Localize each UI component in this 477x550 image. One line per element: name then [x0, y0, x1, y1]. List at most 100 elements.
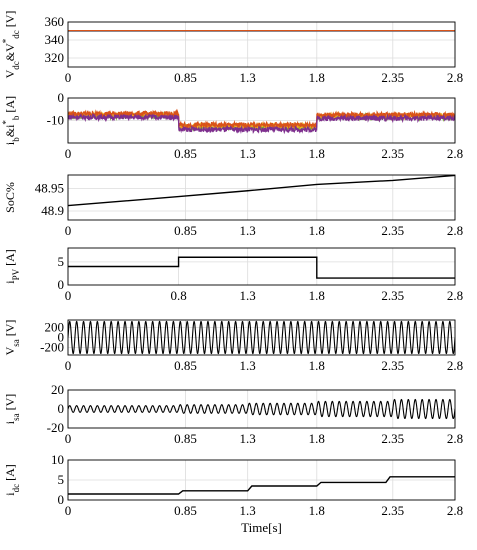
y-label-unit: [A] — [3, 464, 17, 484]
y-label-sup: * — [1, 38, 11, 43]
series-line-0 — [68, 476, 455, 495]
series-group — [68, 398, 455, 420]
series-group — [68, 175, 455, 207]
x-tick-label: 0.85 — [174, 70, 197, 85]
y-label-unit: [A] — [3, 96, 17, 116]
x-tick-label: 0 — [65, 288, 72, 303]
series-line-0 — [68, 256, 455, 279]
x-tick-label: 1.3 — [240, 358, 256, 373]
x-tick-label: 0.85 — [174, 223, 197, 238]
x-tick-label: 1.8 — [309, 431, 325, 446]
x-tick-label: 0 — [65, 223, 72, 238]
y-tick-label: 320 — [45, 50, 65, 65]
y-label-unit: [V] — [3, 394, 17, 414]
x-tick-label: 2.8 — [447, 503, 463, 518]
x-tick-label: 0.8 — [170, 288, 186, 303]
x-tick-label: 0 — [65, 70, 72, 85]
y-axis-label: Vsa [V] — [3, 320, 21, 356]
x-tick-label: 0.85 — [174, 503, 197, 518]
x-tick-label: 0.85 — [174, 431, 197, 446]
x-tick-label: 1.3 — [240, 146, 256, 161]
series-line-0 — [68, 320, 455, 355]
y-label-main: V — [3, 346, 17, 355]
x-tick-label: 2.35 — [381, 288, 404, 303]
y-label-mid: &V — [3, 43, 17, 61]
x-tick-label: 2.8 — [447, 70, 463, 85]
y-label-sub: dc — [11, 484, 21, 493]
x-tick-label: 1.8 — [309, 358, 325, 373]
series-line-0 — [68, 175, 455, 207]
series-line-3 — [68, 112, 455, 135]
x-tick-label: 1.8 — [309, 70, 325, 85]
y-tick-label: 5 — [58, 254, 65, 269]
x-tick-label: 1.3 — [240, 288, 256, 303]
y-label-sub: sa — [11, 339, 21, 347]
x-tick-label: 2.8 — [447, 223, 463, 238]
y-tick-label: 0 — [58, 277, 65, 292]
y-label-sub: b — [11, 137, 21, 142]
plot-frame — [67, 97, 456, 144]
series-group — [68, 108, 455, 135]
x-tick-label: 1.8 — [309, 223, 325, 238]
x-tick-label: 1.3 — [240, 431, 256, 446]
x-tick-label: 2.35 — [381, 146, 404, 161]
y-tick-label: 360 — [45, 14, 65, 29]
chart-panel-6: 0 0.85 1.3 1.8 2.35 2.8 0 5 10 idc [A] Time[s] — [3, 452, 463, 535]
y-label-main: i — [3, 141, 17, 145]
x-tick-label: 2.35 — [381, 431, 404, 446]
y-tick-label: 10 — [51, 452, 64, 467]
plot-frame — [67, 174, 456, 221]
y-tick-label: 20 — [51, 382, 64, 397]
x-tick-label: 2.8 — [447, 431, 463, 446]
chart-panel-2: 0 0.85 1.3 1.8 2.35 2.8 48.9 48.95 SoC% — [3, 174, 463, 238]
y-tick-label: 48.9 — [41, 203, 64, 218]
series-group — [68, 320, 455, 355]
y-tick-label: 340 — [45, 32, 65, 47]
y-tick-label: 5 — [58, 472, 65, 487]
y-axis-label: idc [A] — [3, 464, 21, 496]
y-axis-label: isa [V] — [3, 394, 21, 425]
x-tick-label: 1.8 — [309, 288, 325, 303]
x-tick-label: 0.85 — [174, 146, 197, 161]
plot-frame — [67, 247, 456, 286]
series-line-0 — [68, 398, 455, 420]
y-tick-label: 0 — [58, 401, 65, 416]
plot-frame — [67, 21, 456, 68]
chart-panel-3: 0 0.8 1.3 1.8 2.35 2.8 0 5 iPV [A] — [3, 247, 463, 303]
x-tick-label: 1.3 — [240, 223, 256, 238]
plot-frame — [67, 319, 456, 356]
x-tick-label: 0.85 — [174, 358, 197, 373]
y-axis-label: ib&i*b [A] — [1, 96, 21, 145]
y-tick-label: 0 — [58, 330, 65, 345]
y-tick-label: -10 — [47, 113, 64, 128]
series-group — [68, 256, 455, 279]
x-tick-label: 1.3 — [240, 70, 256, 85]
y-label-unit: [V] — [3, 320, 17, 340]
x-tick-label: 0 — [65, 431, 72, 446]
y-label-sub: dc — [11, 61, 21, 70]
plot-frame — [67, 459, 456, 501]
y-label-main: i — [3, 492, 17, 496]
y-label-sub: PV — [11, 268, 21, 280]
x-tick-label: 2.35 — [381, 503, 404, 518]
series-group — [68, 476, 455, 495]
y-label-unit: [A] — [3, 249, 17, 269]
series-line-2 — [68, 108, 455, 130]
y-label-sub: sa — [11, 413, 21, 421]
x-tick-label: 2.35 — [381, 358, 404, 373]
x-tick-label: 2.8 — [447, 146, 463, 161]
y-label-main: i — [3, 420, 17, 424]
x-tick-label: 2.8 — [447, 288, 463, 303]
y-label-main: i — [3, 280, 17, 284]
x-tick-label: 2.35 — [381, 223, 404, 238]
y-label-unit: [V] — [3, 11, 17, 31]
x-tick-label: 1.8 — [309, 503, 325, 518]
plot-frame — [67, 389, 456, 429]
y-axis-label: iPV [A] — [3, 249, 21, 284]
y-label-main: V — [3, 69, 17, 78]
y-axis-label: SoC% — [3, 182, 17, 213]
